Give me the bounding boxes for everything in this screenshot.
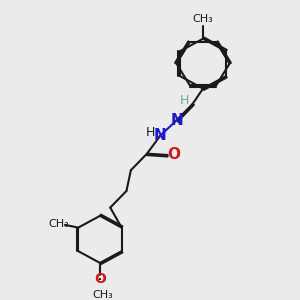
Text: O: O (94, 272, 106, 286)
Text: N: N (170, 113, 183, 128)
Text: N: N (154, 128, 167, 143)
Text: CH₃: CH₃ (49, 219, 70, 229)
Text: CH₃: CH₃ (92, 290, 113, 300)
Text: O: O (168, 148, 181, 163)
Text: CH₃: CH₃ (193, 14, 213, 23)
Text: H: H (180, 94, 189, 107)
Text: H: H (146, 126, 156, 139)
